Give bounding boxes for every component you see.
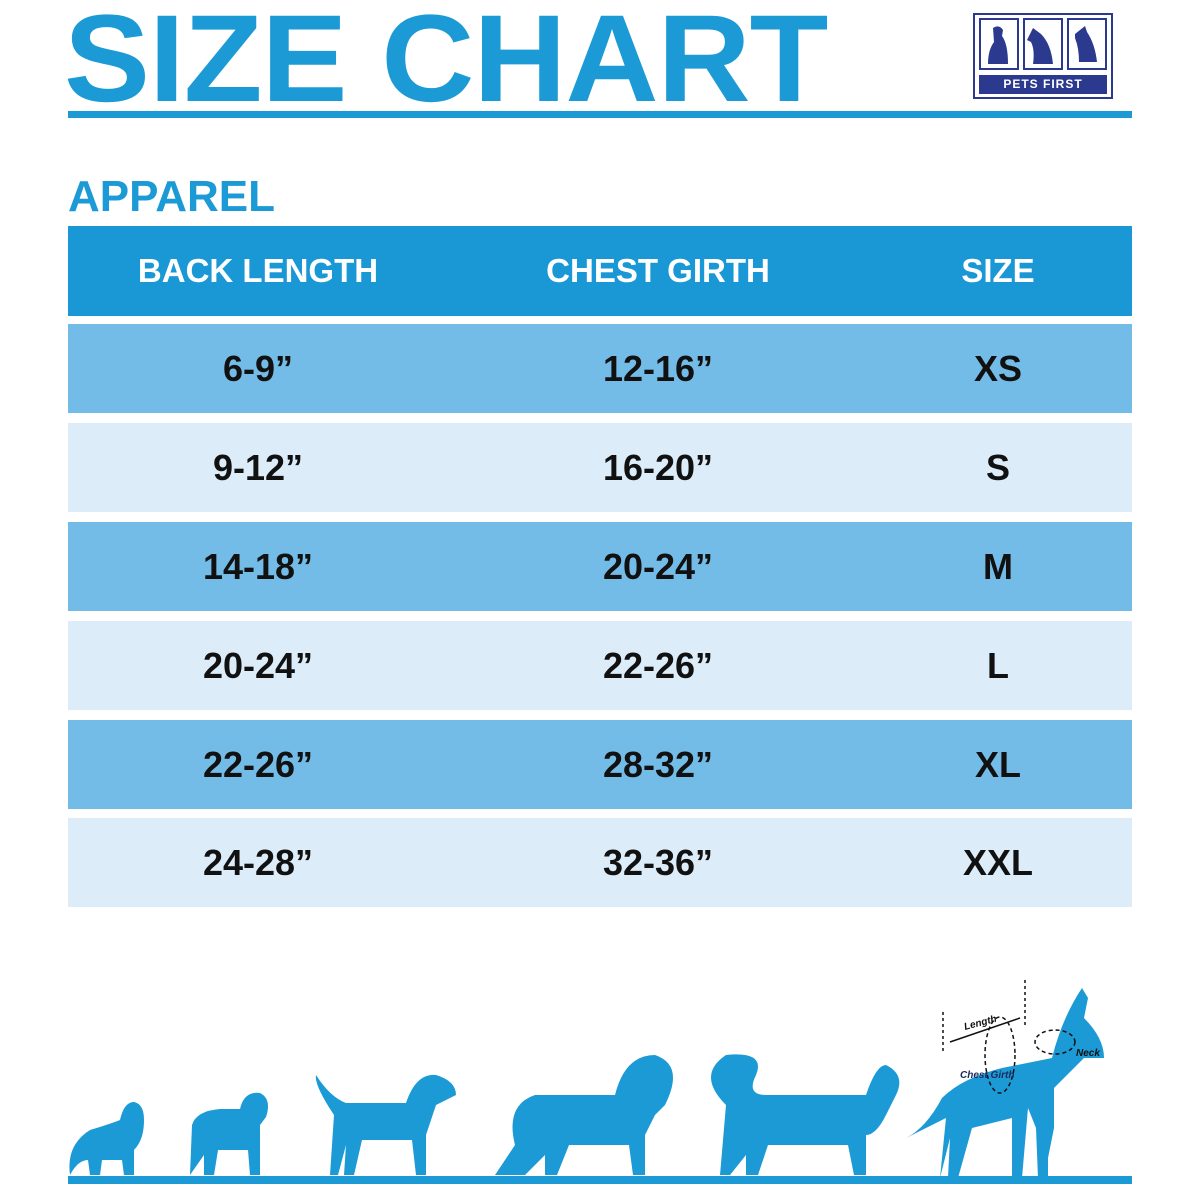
cell-size: M [983, 545, 1013, 587]
table-header: BACK LENGTH CHEST GIRTH SIZE [68, 226, 1132, 316]
cell-size: XS [973, 347, 1023, 389]
table-row: 20-24” 22-26” L [68, 621, 1132, 710]
table-row: 24-28” 32-36” XXL [68, 818, 1132, 907]
header-size: SIZE [961, 252, 1035, 289]
dog-panel-icon [1023, 18, 1063, 70]
table-row: 6-9” 12-16” XS [68, 324, 1132, 413]
cell-size: S [985, 446, 1011, 488]
cell-chest-girth: 16-20” [602, 446, 714, 488]
cell-size: XL [974, 743, 1022, 785]
ground-line [68, 1176, 1132, 1184]
terrier-icon [315, 1074, 456, 1175]
header-back-length: BACK LENGTH [137, 252, 379, 289]
pug-icon [190, 1092, 268, 1175]
great-dane-icon [906, 988, 1104, 1178]
cell-chest-girth: 12-16” [602, 347, 714, 389]
chest-girth-label: Chest Girth [960, 1070, 1014, 1081]
title-underline [68, 111, 1132, 118]
header-chest-girth: CHEST GIRTH [546, 252, 770, 289]
cell-size: XXL [962, 841, 1034, 883]
cell-back-length: 6-9” [222, 347, 294, 389]
table-row: 14-18” 20-24” M [68, 522, 1132, 611]
length-label: Length [963, 1014, 998, 1033]
cell-chest-girth: 28-32” [602, 743, 714, 785]
table-row: 22-26” 28-32” XL [68, 720, 1132, 809]
dog-panel-icon [979, 18, 1019, 70]
dog-silhouettes: Length Chest Girth Neck [69, 980, 1104, 1178]
dog-panel-icon [1067, 18, 1107, 70]
cell-chest-girth: 22-26” [602, 644, 714, 686]
cell-size: L [987, 644, 1009, 686]
neck-label: Neck [1076, 1048, 1100, 1059]
cell-back-length: 14-18” [202, 545, 314, 587]
table-row: 9-12” 16-20” S [68, 423, 1132, 512]
cell-back-length: 22-26” [202, 743, 314, 785]
cell-chest-girth: 32-36” [602, 841, 714, 883]
pomeranian-icon [69, 1102, 144, 1175]
cell-back-length: 24-28” [202, 841, 314, 883]
spaniel-icon [495, 1055, 673, 1175]
cell-back-length: 20-24” [202, 644, 314, 686]
shepherd-icon [711, 1054, 900, 1175]
cell-chest-girth: 20-24” [602, 545, 714, 587]
page-title: SIZE CHART [64, 0, 828, 128]
pets-first-logo: PETS FIRST [973, 13, 1113, 99]
cell-back-length: 9-12” [212, 446, 304, 488]
section-heading: APPAREL [68, 172, 275, 221]
logo-text: PETS FIRST [979, 75, 1107, 94]
